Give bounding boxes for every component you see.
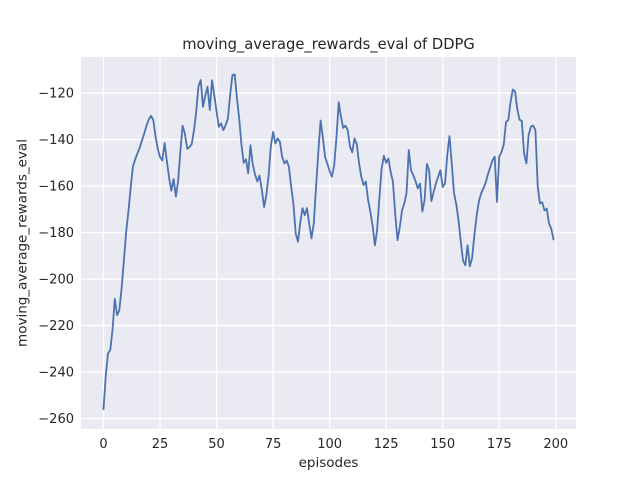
- y-axis-label: moving_average_rewards_eval: [15, 139, 31, 347]
- y-tick-label: −160: [38, 180, 74, 195]
- plot-area: 0 25 50 75 100 125 150 175 200 −120 −140 −160 −180 −2…: [38, 57, 576, 452]
- reward-line-series: [102, 73, 555, 411]
- y-tick-label: −200: [38, 273, 74, 288]
- x-tick-label: 50: [208, 437, 225, 452]
- chart-title: moving_average_rewards_eval of DDPG: [182, 36, 475, 53]
- x-tick-label: 175: [487, 437, 512, 452]
- x-tick-label: 100: [317, 437, 342, 452]
- x-tick-label: 25: [152, 437, 169, 452]
- y-tick-label: −140: [38, 133, 74, 148]
- x-tick-label: 150: [430, 437, 455, 452]
- x-tick-label: 200: [543, 437, 568, 452]
- x-axis-label: episodes: [299, 455, 359, 471]
- y-tick-label: −180: [38, 226, 74, 241]
- y-tick-label: −220: [38, 319, 74, 334]
- x-tick-label: 125: [374, 437, 399, 452]
- y-tick-label: −260: [38, 412, 74, 427]
- x-tick-label: 0: [99, 437, 107, 452]
- plot-background: [81, 57, 576, 429]
- x-tick-label: 75: [265, 437, 282, 452]
- y-tick-label: −120: [38, 87, 74, 102]
- y-tick-label: −240: [38, 366, 74, 381]
